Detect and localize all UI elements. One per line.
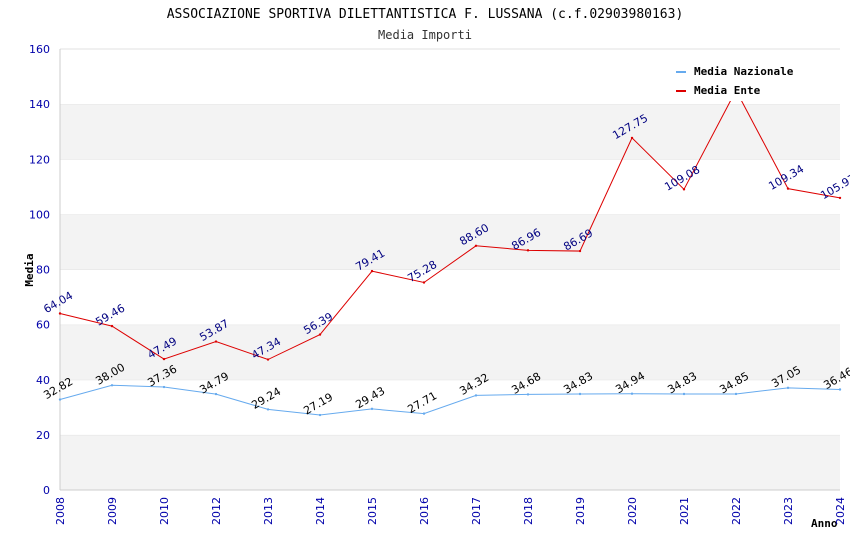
data-point bbox=[838, 196, 842, 200]
series-line-media-nazionale bbox=[59, 384, 841, 416]
data-point bbox=[526, 393, 530, 396]
grid-band bbox=[60, 379, 840, 435]
legend-box bbox=[670, 60, 810, 101]
x-tick-label: 2018 bbox=[522, 497, 535, 525]
y-tick-label: 0 bbox=[43, 484, 50, 497]
data-point bbox=[162, 357, 166, 361]
data-point bbox=[422, 281, 426, 284]
legend-entry: Media Nazionale bbox=[694, 65, 794, 78]
x-tick-label: 2010 bbox=[158, 497, 171, 525]
grid-band bbox=[60, 269, 840, 325]
x-tick-label: 2012 bbox=[210, 497, 223, 525]
x-tick-label: 2009 bbox=[106, 497, 119, 525]
series-lines bbox=[58, 89, 842, 417]
y-tick-label: 140 bbox=[29, 98, 50, 111]
data-point bbox=[734, 392, 738, 396]
y-tick-label: 120 bbox=[29, 153, 50, 166]
data-point bbox=[110, 324, 114, 328]
data-point bbox=[474, 394, 478, 397]
y-tick-label: 20 bbox=[36, 429, 50, 442]
data-point bbox=[682, 392, 686, 396]
x-tick-label: 2020 bbox=[626, 497, 639, 525]
x-tick-label: 2008 bbox=[54, 497, 67, 525]
data-point bbox=[630, 392, 634, 395]
grid-band bbox=[60, 159, 840, 215]
x-axis-label: Anno bbox=[811, 517, 838, 530]
y-tick-label: 80 bbox=[36, 264, 50, 277]
x-tick-label: 2015 bbox=[366, 497, 379, 525]
y-tick-label: 100 bbox=[29, 208, 50, 221]
data-point bbox=[318, 413, 322, 417]
data-point bbox=[786, 187, 790, 190]
series-line-media-ente bbox=[59, 89, 841, 361]
chart-title: ASSOCIAZIONE SPORTIVA DILETTANTISTICA F.… bbox=[167, 7, 684, 22]
chart-subtitle: Media Importi bbox=[378, 28, 472, 42]
data-point bbox=[578, 392, 582, 396]
x-tick-label: 2016 bbox=[418, 497, 431, 525]
y-tick-label: 160 bbox=[29, 43, 50, 56]
x-tick-label: 2022 bbox=[730, 497, 743, 525]
data-point bbox=[318, 333, 322, 336]
x-tick-label: 2024 bbox=[834, 497, 847, 525]
data-point bbox=[838, 388, 842, 391]
x-tick-label: 2013 bbox=[262, 497, 275, 525]
x-tick-label: 2019 bbox=[574, 497, 587, 525]
x-tick-label: 2014 bbox=[314, 497, 327, 525]
x-tick-label: 2021 bbox=[678, 497, 691, 525]
data-point bbox=[266, 408, 270, 411]
data-point bbox=[578, 249, 582, 253]
y-axis-label: Media bbox=[23, 253, 36, 286]
legend: Media Nazionale Media Ente bbox=[670, 60, 810, 101]
data-point bbox=[630, 136, 634, 140]
data-point bbox=[370, 269, 374, 273]
data-point bbox=[58, 398, 62, 401]
data-point bbox=[214, 340, 218, 343]
data-point bbox=[58, 312, 62, 315]
data-point bbox=[682, 188, 686, 191]
y-tick-label: 60 bbox=[36, 319, 50, 332]
data-point bbox=[370, 407, 374, 411]
data-point bbox=[786, 386, 790, 390]
data-point bbox=[110, 384, 114, 387]
data-point bbox=[474, 244, 478, 247]
grid-band bbox=[60, 214, 840, 270]
data-point bbox=[266, 358, 270, 361]
grid-band bbox=[60, 434, 840, 490]
y-tick-label: 40 bbox=[36, 374, 50, 387]
data-point bbox=[526, 249, 530, 252]
x-tick-label: 2023 bbox=[782, 497, 795, 525]
data-point bbox=[162, 385, 166, 389]
grid-band bbox=[60, 104, 840, 160]
grid-band bbox=[60, 324, 840, 380]
y-tick-labels: 0 20 40 60 80 100 120 140 160 bbox=[29, 43, 50, 497]
data-point bbox=[214, 392, 218, 396]
x-tick-label: 2017 bbox=[470, 497, 483, 525]
x-tick-labels: 2008 2009 2010 2012 2013 2014 2015 2016 2017 2018… bbox=[54, 497, 847, 525]
data-point bbox=[422, 412, 426, 415]
legend-entry: Media Ente bbox=[694, 84, 761, 97]
